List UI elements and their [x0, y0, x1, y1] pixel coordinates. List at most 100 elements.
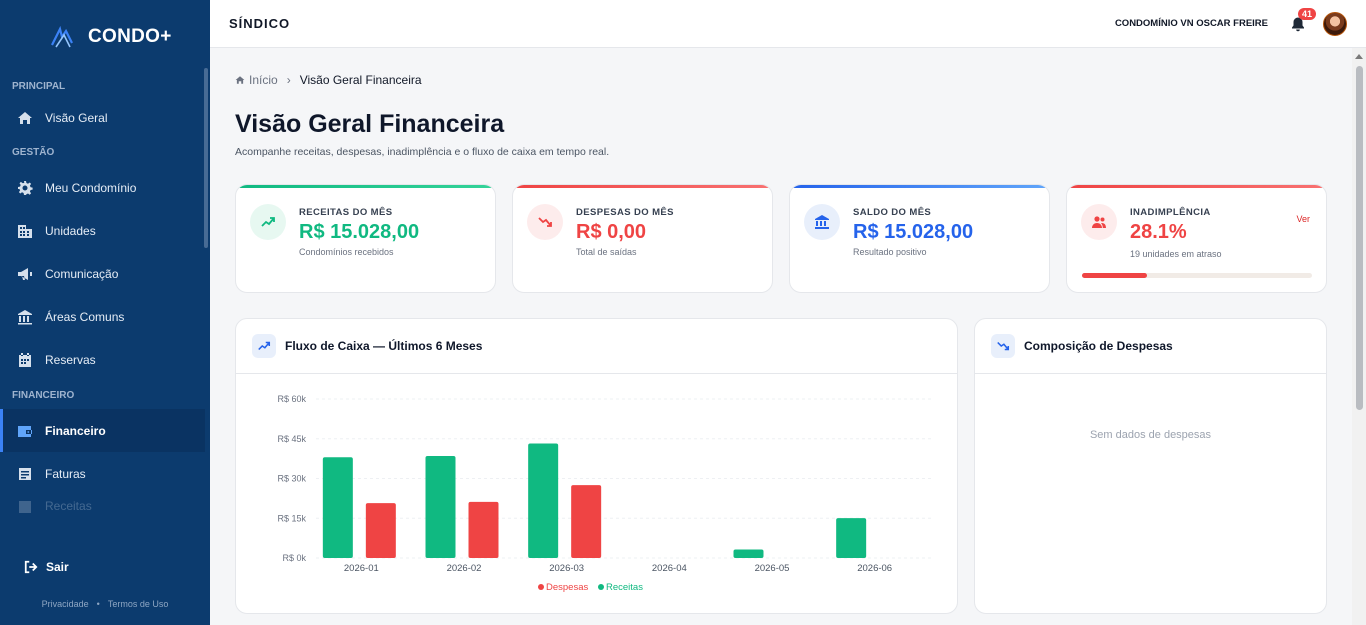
landmark-icon — [17, 309, 33, 325]
chart-line-icon — [252, 334, 276, 358]
trending-up-icon — [250, 204, 286, 240]
card-value: 28.1% — [1130, 221, 1187, 243]
trending-down-icon — [527, 204, 563, 240]
panel-header: Fluxo de Caixa — Últimos 6 Meses — [236, 319, 957, 374]
card-label: SALDO DO MÊS — [853, 207, 932, 218]
bar-receitas — [425, 455, 456, 558]
panel-header: Composição de Despesas — [975, 319, 1326, 374]
sidebar-item-comunicacao[interactable]: Comunicação — [0, 252, 210, 295]
card-despesas: DESPESAS DO MÊS R$ 0,00 Total de saídas — [512, 184, 773, 293]
bell-icon — [1292, 17, 1304, 32]
x-tick-label: 2026-06 — [857, 563, 892, 574]
trending-down-icon — [991, 334, 1015, 358]
home-icon — [17, 110, 33, 126]
calendar-icon — [17, 352, 33, 368]
sidebar-item-reservas[interactable]: Reservas — [0, 338, 210, 381]
sidebar-item-receitas[interactable]: Receitas — [0, 495, 210, 521]
building-icon — [17, 223, 33, 239]
sidebar-item-label: Financeiro — [45, 423, 106, 438]
delinquency-progress-bar — [1082, 273, 1312, 278]
x-tick-label: 2026-02 — [447, 563, 482, 574]
sidebar-item-areas-comuns[interactable]: Áreas Comuns — [0, 295, 210, 338]
bar-receitas — [836, 518, 867, 558]
section-label-principal: PRINCIPAL — [12, 80, 66, 92]
x-tick-label: 2026-01 — [344, 563, 379, 574]
legend-label: Despesas — [546, 582, 588, 593]
page-scrollbar[interactable] — [1352, 48, 1366, 625]
terms-link[interactable]: Termos de Uso — [107, 599, 169, 609]
bar-despesas — [365, 503, 396, 558]
invoice-icon — [17, 466, 33, 482]
scrollbar-thumb[interactable] — [1356, 66, 1363, 410]
sidebar-item-financeiro[interactable]: Financeiro — [0, 409, 205, 452]
panel-title: Fluxo de Caixa — Últimos 6 Meses — [285, 339, 483, 353]
logout-button[interactable]: Sair — [24, 560, 69, 574]
card-sub: 19 unidades em atraso — [1130, 249, 1222, 259]
page-title: Visão Geral Financeira — [235, 110, 505, 138]
x-tick-label: 2026-05 — [755, 563, 790, 574]
sidebar-item-faturas[interactable]: Faturas — [0, 452, 210, 495]
card-value: R$ 15.028,00 — [853, 221, 974, 243]
sidebar-scrollbar[interactable] — [204, 68, 208, 248]
card-inadimplencia: INADIMPLÊNCIA 28.1% 19 unidades em atras… — [1066, 184, 1327, 293]
bar-receitas — [733, 549, 764, 558]
card-sub: Condomínios recebidos — [299, 247, 394, 257]
sidebar-item-label: Receitas — [45, 499, 92, 513]
card-sub: Total de saídas — [576, 247, 637, 257]
privacy-link[interactable]: Privacidade — [41, 599, 89, 609]
sidebar-item-visao-geral[interactable]: Visão Geral — [0, 96, 210, 139]
notification-count-badge: 41 — [1297, 8, 1316, 20]
y-tick-label: R$ 60k — [277, 394, 306, 404]
breadcrumb-separator: › — [286, 73, 291, 87]
receipt-icon — [17, 499, 33, 515]
cashflow-panel: Fluxo de Caixa — Últimos 6 Meses R$ 0k R$… — [235, 318, 958, 614]
bar-receitas — [322, 457, 353, 558]
x-tick-label: 2026-04 — [652, 563, 687, 574]
legend-label: Receitas — [606, 582, 643, 593]
notifications-button[interactable] — [1290, 16, 1306, 32]
megaphone-icon — [17, 266, 33, 282]
gear-icon — [17, 180, 33, 196]
card-accent-bar — [236, 185, 495, 188]
card-saldo: SALDO DO MÊS R$ 15.028,00 Resultado posi… — [789, 184, 1050, 293]
wallet-icon — [17, 423, 33, 439]
card-accent-bar — [790, 185, 1049, 188]
cashflow-chart: R$ 0k R$ 15k R$ 30k R$ 45k R$ 60k 2026-01 2026… — [277, 394, 932, 593]
card-receitas: RECEITAS DO MÊS R$ 15.028,00 Condomínios… — [235, 184, 496, 293]
y-tick-label: R$ 15k — [277, 513, 306, 523]
view-delinquency-link[interactable]: Ver — [1296, 214, 1310, 224]
footer-separator: • — [96, 599, 100, 609]
card-label: RECEITAS DO MÊS — [299, 207, 393, 218]
bar-despesas — [468, 501, 499, 558]
legend-marker — [598, 584, 604, 590]
y-tick-label: R$ 30k — [277, 474, 306, 484]
sidebar-footer: Privacidade • Termos de Uso — [0, 599, 210, 609]
breadcrumb-current: Visão Geral Financeira — [299, 73, 422, 87]
brand-logo[interactable]: CONDO+ — [0, 0, 210, 74]
card-label: INADIMPLÊNCIA — [1130, 207, 1211, 218]
logo-icon — [51, 25, 73, 48]
user-avatar[interactable] — [1323, 12, 1347, 36]
empty-state-message: Sem dados de despesas — [1089, 429, 1212, 441]
home-icon — [235, 76, 245, 84]
sidebar-item-unidades[interactable]: Unidades — [0, 209, 210, 252]
condominium-selector[interactable]: CONDOMÍNIO VN OSCAR FREIRE — [1114, 18, 1268, 29]
topbar: SÍNDICO CONDOMÍNIO VN OSCAR FREIRE 41 — [210, 0, 1366, 48]
x-tick-label: 2026-03 — [549, 563, 584, 574]
sidebar-item-label: Reservas — [45, 352, 96, 367]
breadcrumb-home-link[interactable]: Início — [249, 73, 278, 87]
brand-name: CONDO+ — [88, 26, 172, 47]
section-label-gestao: GESTÃO — [12, 146, 55, 158]
sidebar-item-label: Meu Condomínio — [45, 180, 137, 195]
bar-despesas — [571, 485, 602, 558]
logout-icon — [24, 560, 38, 574]
user-role: SÍNDICO — [229, 16, 291, 31]
scroll-up-icon[interactable] — [1355, 54, 1363, 59]
page-subtitle: Acompanhe receitas, despesas, inadimplên… — [235, 146, 610, 158]
sidebar-item-meu-condominio[interactable]: Meu Condomínio — [0, 166, 210, 209]
sidebar-item-label: Comunicação — [45, 266, 119, 281]
delinquency-progress-fill — [1082, 273, 1147, 278]
card-sub: Resultado positivo — [853, 247, 927, 257]
sidebar-item-label: Áreas Comuns — [45, 309, 125, 324]
sidebar: CONDO+ PRINCIPAL Visão Geral GESTÃO Meu … — [0, 0, 210, 625]
